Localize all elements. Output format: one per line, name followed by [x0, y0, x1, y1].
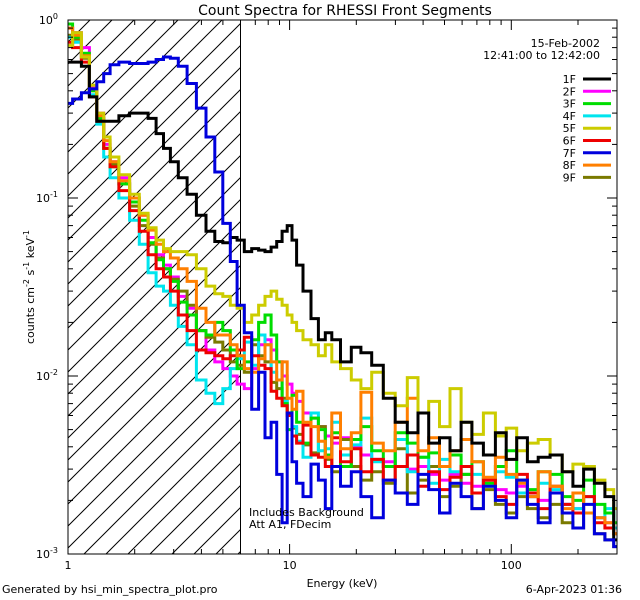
legend-label-7f: 7F	[563, 147, 576, 160]
legend-label-4f: 4F	[563, 110, 576, 123]
legend-label-1f: 1F	[563, 73, 576, 86]
generated-by-text: Generated by hsi_min_spectra_plot.pro	[2, 583, 218, 596]
observation-time-range: 12:41:00 to 12:42:00	[483, 49, 600, 62]
x-axis-label: Energy (keV)	[307, 577, 378, 590]
legend-label-5f: 5F	[563, 122, 576, 135]
legend-label-9f: 9F	[563, 171, 576, 184]
legend-label-2f: 2F	[563, 85, 576, 98]
y-axis-label: counts cm-2 s-1 keV-1	[22, 230, 37, 344]
series-5f-line	[68, 31, 617, 511]
observation-date: 15-Feb-2002	[531, 37, 600, 50]
legend-label-8f: 8F	[563, 159, 576, 172]
run-date-text: 6-Apr-2023 01:36	[526, 583, 622, 596]
series-layer	[68, 22, 617, 549]
chart-title: Count Spectra for RHESSI Front Segments	[198, 3, 492, 19]
x-tick-label: 100	[501, 559, 522, 572]
series-1f-line	[68, 60, 617, 542]
legend-label-3f: 3F	[563, 98, 576, 111]
series-7f-line	[68, 55, 617, 549]
series-8f-line	[68, 26, 617, 536]
series-6f-line	[68, 40, 617, 536]
series-4f-line	[68, 35, 617, 530]
plot-frame	[67, 19, 618, 555]
legend-label-6f: 6F	[563, 135, 576, 148]
x-tick-label: 10	[283, 559, 297, 572]
x-tick-label: 1	[65, 559, 72, 572]
annotation-background: Includes Background	[249, 506, 364, 519]
annotation-attenuator: Att A1, FDecim	[249, 518, 331, 531]
